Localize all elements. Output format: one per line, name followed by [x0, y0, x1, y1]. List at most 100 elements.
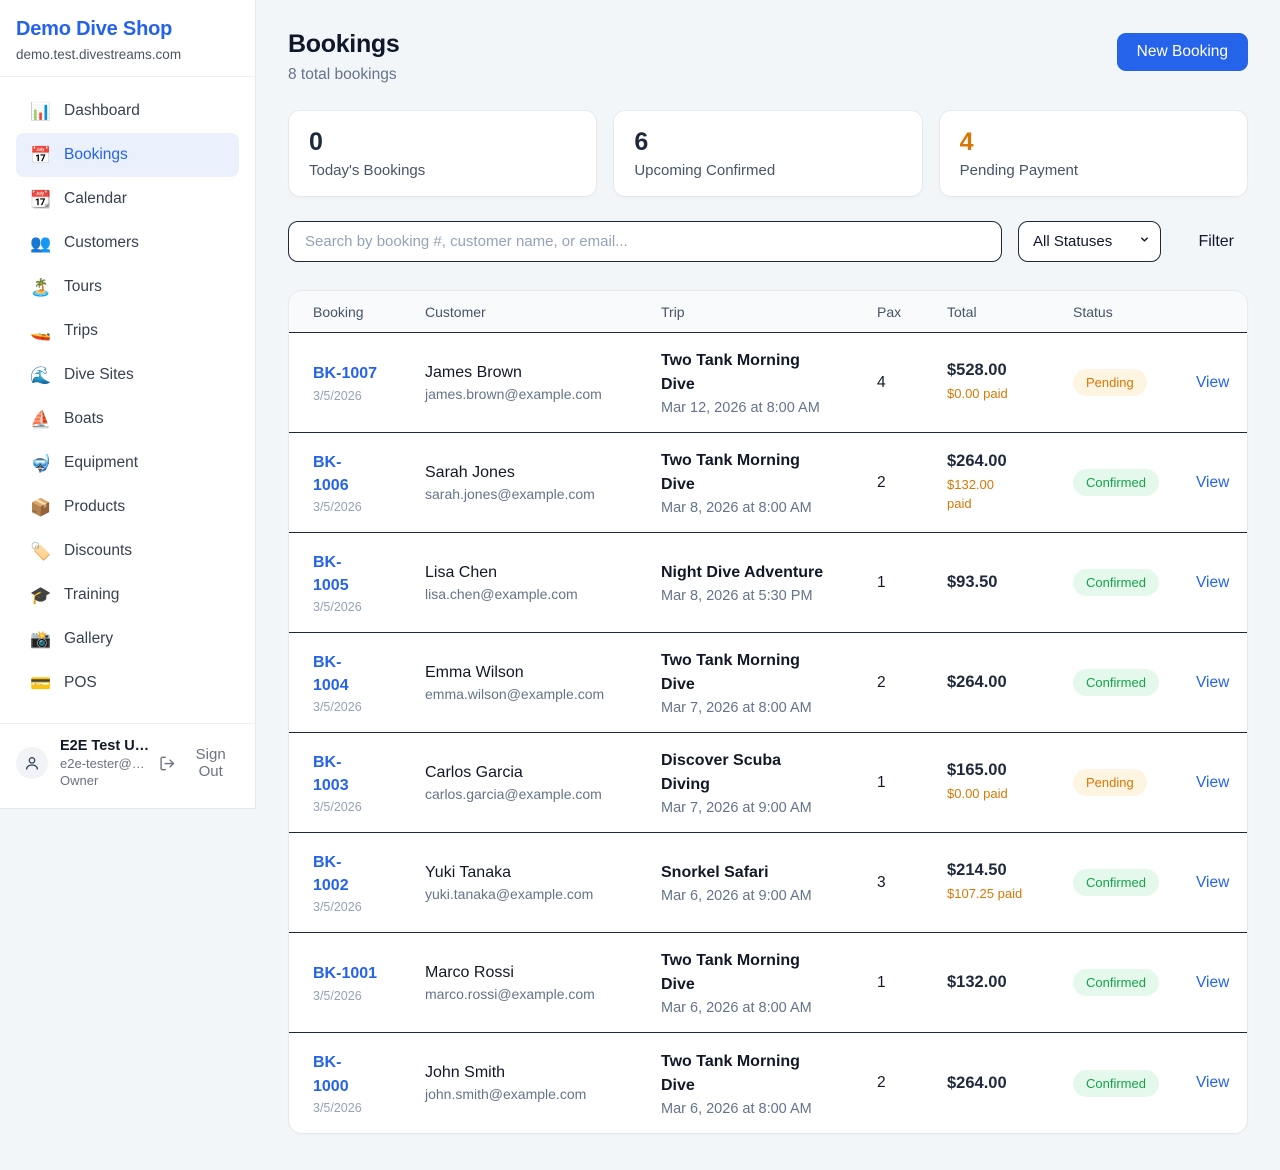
sidebar-item-training[interactable]: 🎓 Training [16, 573, 239, 617]
sidebar-item-label: Gallery [64, 630, 114, 647]
tear-off-calendar-icon: 📆 [30, 189, 52, 209]
tag-icon: 🏷️ [30, 541, 52, 561]
view-link[interactable]: View [1196, 1074, 1230, 1091]
customer-name: Yuki Tanaka [425, 863, 511, 881]
sidebar-item-label: Dashboard [64, 102, 140, 119]
sidebar-item-label: Products [64, 498, 126, 515]
sidebar-item-products[interactable]: 📦 Products [16, 485, 239, 529]
view-link[interactable]: View [1196, 773, 1230, 791]
trip-name: Discover Scuba Diving [661, 752, 782, 793]
sidebar-item-bookings[interactable]: 📅 Bookings [16, 133, 239, 177]
status-badge: Confirmed [1073, 1069, 1159, 1097]
booking-id-link[interactable]: BK- 1000 [313, 1054, 349, 1095]
sidebar-item-label: Customers [64, 234, 139, 251]
paid-amount: $0.00 paid [947, 786, 1008, 802]
sidebar-item-discounts[interactable]: 🏷️ Discounts [16, 529, 239, 573]
new-booking-button[interactable]: New Booking [1116, 33, 1248, 71]
view-link[interactable]: View [1196, 373, 1230, 391]
sidebar-item-label: Trips [64, 322, 98, 339]
pax-count: 4 [877, 373, 886, 391]
sidebar-item-equipment[interactable]: 🤿 Equipment [16, 441, 239, 485]
sidebar-item-tours[interactable]: 🏝️ Tours [16, 265, 239, 309]
view-link[interactable]: View [1196, 873, 1230, 891]
status-filter-select[interactable]: All Statuses [1018, 221, 1161, 262]
booking-id-link[interactable]: BK- 1004 [313, 653, 349, 694]
brand: Demo Dive Shop demo.test.divestreams.com [0, 0, 255, 77]
booking-id-link[interactable]: BK- 1002 [313, 853, 349, 894]
trip-name: Snorkel Safari [661, 864, 769, 881]
pax-count: 1 [877, 573, 886, 591]
total-amount: $132.00 [947, 973, 1007, 991]
pax-count: 1 [877, 973, 886, 991]
sidebar-item-customers[interactable]: 👥 Customers [16, 221, 239, 265]
sidebar-item-trips[interactable]: 🚤 Trips [16, 309, 239, 353]
customer-name: James Brown [425, 363, 522, 381]
view-link[interactable]: View [1196, 573, 1230, 591]
page-title-block: Bookings 8 total bookings [288, 30, 400, 84]
stat-value: 4 [959, 128, 974, 156]
sidebar-item-dive-sites[interactable]: 🌊 Dive Sites [16, 353, 239, 397]
package-icon: 📦 [30, 497, 52, 517]
view-link[interactable]: View [1196, 973, 1230, 991]
table-row: BK-1001 3/5/2026 Marco Rossi marco.rossi… [289, 933, 1247, 1033]
sidebar-item-label: Equipment [64, 454, 139, 471]
wave-icon: 🌊 [30, 365, 52, 385]
sidebar-item-pos[interactable]: 💳 POS [16, 661, 239, 705]
camera-icon: 📸 [30, 629, 52, 649]
sidebar-item-label: Training [64, 586, 120, 603]
filter-button[interactable]: Filter [1184, 233, 1248, 251]
view-link[interactable]: View [1196, 673, 1230, 691]
sidebar-item-label: Dive Sites [64, 366, 134, 383]
status-badge: Pending [1073, 769, 1147, 796]
col-header-booking: Booking [313, 303, 364, 320]
sidebar: Demo Dive Shop demo.test.divestreams.com… [0, 0, 256, 809]
customer-email: marco.rossi@example.com [425, 985, 595, 1002]
customer-name: Carlos Garcia [425, 763, 523, 781]
sidebar-item-boats[interactable]: ⛵ Boats [16, 397, 239, 441]
booking-id-link[interactable]: BK-1001 [313, 965, 378, 983]
trip-datetime: Mar 7, 2026 at 8:00 AM [661, 700, 812, 716]
col-header-customer: Customer [425, 303, 486, 320]
table-row: BK- 1006 3/5/2026 Sarah Jones sarah.jone… [289, 433, 1247, 533]
total-amount: $165.00 [947, 761, 1007, 780]
trip-datetime: Mar 8, 2026 at 8:00 AM [661, 500, 812, 516]
table-row: BK-1007 3/5/2026 James Brown james.brown… [289, 333, 1247, 433]
paid-amount: $0.00 paid [947, 386, 1008, 402]
pax-count: 2 [877, 473, 886, 491]
table-row: BK- 1003 3/5/2026 Carlos Garcia carlos.g… [289, 733, 1247, 833]
customer-email: yuki.tanaka@example.com [425, 885, 594, 902]
graduation-cap-icon: 🎓 [30, 585, 52, 605]
customer-email: lisa.chen@example.com [425, 585, 578, 602]
col-header-pax: Pax [877, 303, 902, 320]
total-amount: $264.00 [947, 1073, 1007, 1092]
trip-datetime: Mar 6, 2026 at 9:00 AM [661, 888, 812, 904]
booking-id-link[interactable]: BK- 1005 [313, 553, 349, 594]
trip-name: Two Tank Morning Dive [661, 452, 800, 493]
sidebar-item-calendar[interactable]: 📆 Calendar [16, 177, 239, 221]
booking-date: 3/5/2026 [313, 600, 362, 615]
user-info: E2E Test U… e2e-tester@… Owner [60, 738, 149, 788]
col-header-total: Total [947, 303, 977, 320]
booking-id-link[interactable]: BK- 1003 [313, 753, 349, 794]
pax-count: 2 [877, 673, 886, 691]
booking-id-link[interactable]: BK-1007 [313, 365, 378, 383]
brand-name: Demo Dive Shop [16, 18, 173, 40]
search-input[interactable] [288, 221, 1002, 262]
view-link[interactable]: View [1196, 473, 1230, 491]
booking-date: 3/5/2026 [313, 800, 362, 815]
bar-chart-icon: 📊 [30, 101, 52, 121]
total-amount: $264.00 [947, 673, 1007, 691]
main-content: Bookings 8 total bookings New Booking 0 … [256, 0, 1280, 1170]
trip-datetime: Mar 6, 2026 at 8:00 AM [661, 1100, 812, 1117]
filter-row: All Statuses Filter [288, 221, 1248, 262]
sign-out-button[interactable]: Sign Out [159, 746, 239, 780]
sidebar-item-dashboard[interactable]: 📊 Dashboard [16, 89, 239, 133]
customer-name: Marco Rossi [425, 963, 514, 981]
status-badge: Confirmed [1073, 469, 1159, 496]
page-header: Bookings 8 total bookings New Booking [288, 30, 1248, 84]
sidebar-item-gallery[interactable]: 📸 Gallery [16, 617, 239, 661]
diving-mask-icon: 🤿 [30, 453, 52, 473]
trip-name: Two Tank Morning Dive [661, 352, 800, 393]
bookings-table: Booking Customer Trip Pax Total Status B… [288, 290, 1248, 1134]
booking-id-link[interactable]: BK- 1006 [313, 453, 349, 494]
